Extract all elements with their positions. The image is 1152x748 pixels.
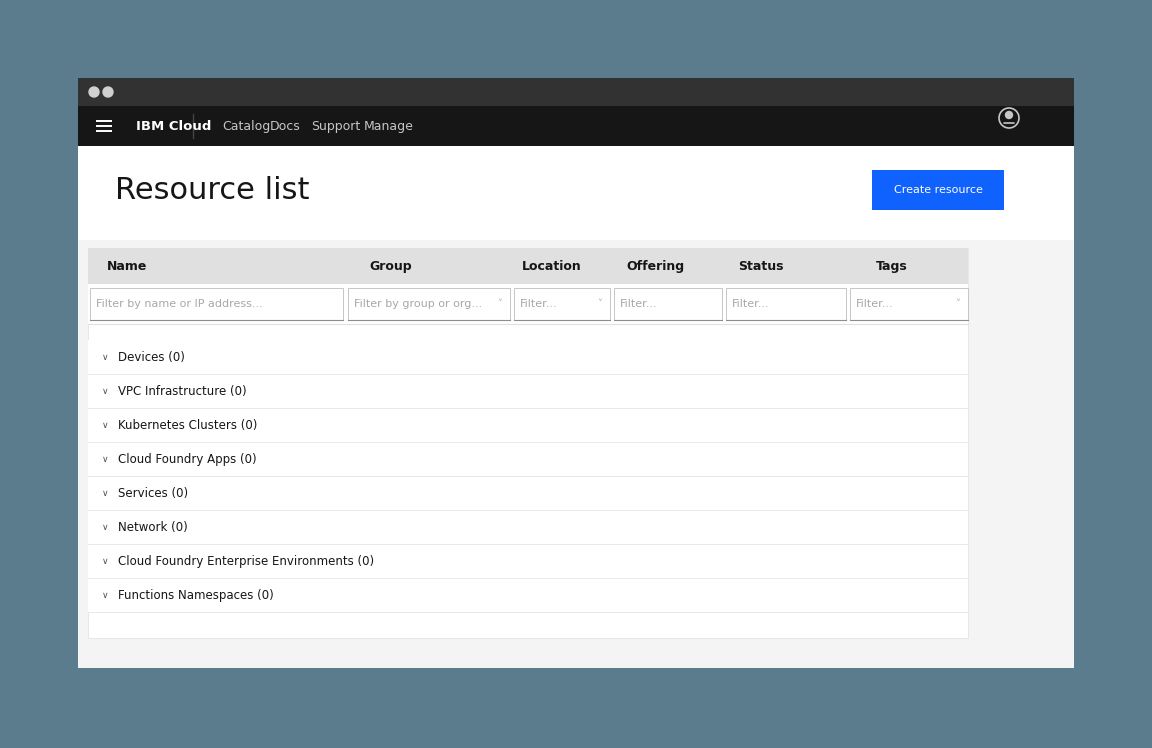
Text: Resource list: Resource list: [115, 176, 310, 204]
Text: Tags: Tags: [876, 260, 908, 272]
Text: ˅: ˅: [498, 299, 502, 309]
Text: ∨: ∨: [101, 352, 108, 361]
Bar: [78, 146, 1074, 668]
Bar: [614, 288, 722, 320]
Bar: [88, 510, 968, 544]
Bar: [88, 340, 968, 374]
Text: Create resource: Create resource: [894, 185, 983, 195]
Text: ∨: ∨: [101, 523, 108, 532]
Bar: [88, 408, 968, 442]
Bar: [88, 476, 968, 510]
Bar: [872, 170, 1005, 210]
Text: Cloud Foundry Apps (0): Cloud Foundry Apps (0): [118, 453, 257, 465]
Text: ∨: ∨: [101, 590, 108, 599]
Text: Cloud Foundry Enterprise Environments (0): Cloud Foundry Enterprise Environments (0…: [118, 554, 374, 568]
Bar: [78, 78, 1074, 668]
Bar: [348, 288, 510, 320]
Text: IBM Cloud: IBM Cloud: [136, 120, 211, 132]
Bar: [78, 146, 1074, 240]
Text: Filter by name or IP address...: Filter by name or IP address...: [96, 299, 263, 309]
Bar: [514, 288, 611, 320]
Text: Offering: Offering: [626, 260, 684, 272]
Bar: [88, 442, 968, 476]
Text: ∨: ∨: [101, 387, 108, 396]
Bar: [90, 288, 343, 320]
Circle shape: [89, 87, 99, 97]
Text: Kubernetes Clusters (0): Kubernetes Clusters (0): [118, 418, 257, 432]
Text: Status: Status: [738, 260, 783, 272]
Text: Services (0): Services (0): [118, 486, 188, 500]
Text: Filter by group or org...: Filter by group or org...: [354, 299, 483, 309]
Text: Name: Name: [107, 260, 147, 272]
Text: ˅: ˅: [955, 299, 961, 309]
Text: Docs: Docs: [270, 120, 301, 132]
Text: Filter...: Filter...: [620, 299, 658, 309]
Bar: [78, 78, 1074, 106]
Text: Devices (0): Devices (0): [118, 351, 184, 364]
Text: Catalog: Catalog: [222, 120, 271, 132]
Bar: [88, 544, 968, 578]
Text: Support: Support: [311, 120, 361, 132]
Text: ∨: ∨: [101, 488, 108, 497]
Text: ∨: ∨: [101, 420, 108, 429]
Bar: [88, 248, 968, 284]
Bar: [88, 374, 968, 408]
Text: ∨: ∨: [101, 455, 108, 464]
Text: ˅: ˅: [598, 299, 602, 309]
Text: ∨: ∨: [101, 557, 108, 565]
Bar: [78, 106, 1074, 146]
Bar: [726, 288, 846, 320]
Circle shape: [103, 87, 113, 97]
Text: Manage: Manage: [364, 120, 414, 132]
Text: VPC Infrastructure (0): VPC Infrastructure (0): [118, 384, 247, 397]
Bar: [850, 288, 968, 320]
Bar: [88, 578, 968, 612]
Bar: [78, 240, 1074, 248]
Text: Location: Location: [522, 260, 582, 272]
Text: Network (0): Network (0): [118, 521, 188, 533]
Circle shape: [1006, 111, 1013, 118]
Text: Group: Group: [369, 260, 411, 272]
Text: Filter...: Filter...: [856, 299, 894, 309]
Bar: [88, 284, 968, 324]
Text: Filter...: Filter...: [520, 299, 558, 309]
Text: Filter...: Filter...: [732, 299, 770, 309]
Bar: [88, 248, 968, 638]
Text: Functions Namespaces (0): Functions Namespaces (0): [118, 589, 274, 601]
